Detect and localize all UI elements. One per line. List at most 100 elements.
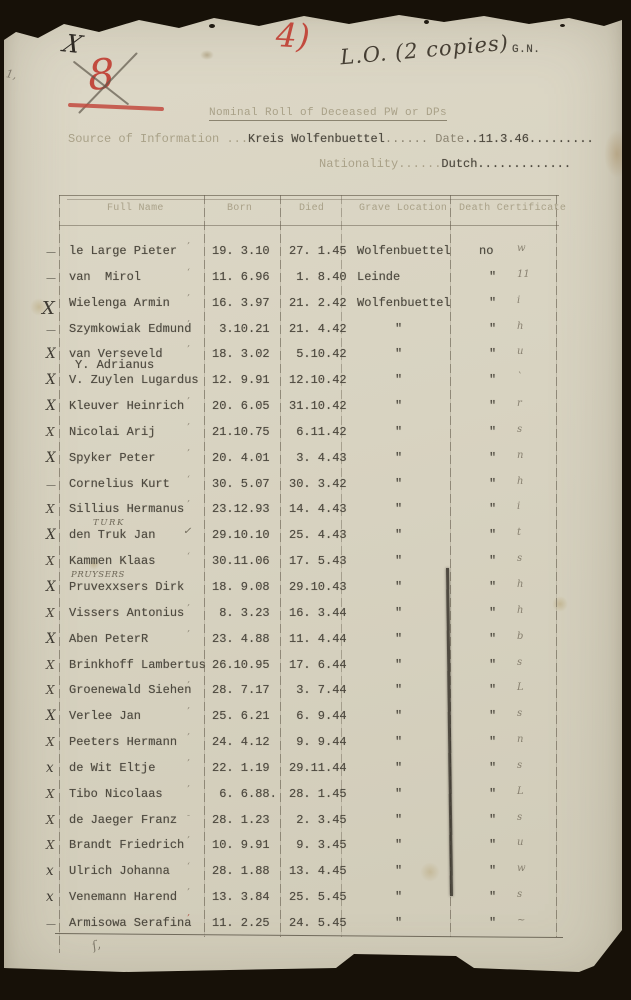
died-date: 13. 4.45 <box>289 864 347 879</box>
pencil-check-mark: s <box>517 811 523 823</box>
document-title: Nominal Roll of Deceased PW or DPs <box>209 107 448 121</box>
table-row: X Nicolai Arij ’ 21.10.75 6.11.42 " " s <box>46 421 564 447</box>
death-certificate: " <box>489 864 497 879</box>
grave-location: " <box>395 631 403 646</box>
row-prefix-mark: X <box>46 372 56 389</box>
row-prefix-mark: X <box>46 630 56 647</box>
row-prefix-mark: X <box>42 297 55 319</box>
born-date: 18. 3.02 <box>212 347 270 362</box>
died-date: 17. 5.43 <box>289 554 347 569</box>
header-underline <box>59 225 559 226</box>
death-certificate: " <box>489 554 497 569</box>
died-date: 2. 3.45 <box>289 812 347 827</box>
initials: G.N. <box>512 44 541 56</box>
full-name: Kammen Klaas <box>69 554 156 569</box>
died-date: 6.11.42 <box>289 424 347 439</box>
died-date: 3. 7.44 <box>289 683 347 698</box>
born-date: 23. 4.88 <box>212 631 270 646</box>
death-certificate: " <box>489 476 497 491</box>
pencil-check-mark: 11 <box>517 268 530 280</box>
row-prefix-mark: X <box>46 683 55 698</box>
name-tick-mark: ’ <box>187 913 190 924</box>
row-prefix-mark: X <box>46 657 55 672</box>
pencil-check-mark: h <box>517 475 524 487</box>
full-name: Brinkhoff Lambertus <box>69 657 206 672</box>
table-row: X Brandt Friedrich ’ 10. 9.91 9. 3.45 " … <box>46 834 564 860</box>
name-tick-mark: ’ <box>187 500 190 511</box>
died-date: 25. 4.43 <box>289 528 347 543</box>
name-tick-mark: ’ <box>187 293 190 304</box>
full-name: de Wit Eltje <box>69 760 156 775</box>
born-date: 19. 3.10 <box>212 244 270 258</box>
pencil-check-mark: s <box>517 423 523 435</box>
born-date: 24. 4.12 <box>212 735 270 750</box>
born-date: 10. 9.91 <box>212 838 270 853</box>
grave-location: Wolfenbuettel <box>357 244 451 258</box>
grave-location: " <box>395 399 403 414</box>
born-date: 28. 1.23 <box>212 812 270 827</box>
paper-speck <box>99 28 103 31</box>
table-row: X Kammen Klaas ‘ 30.11.06 17. 5.43 " " s <box>46 550 564 576</box>
source-dots2: ...... <box>384 132 436 146</box>
born-date: 28. 1.88 <box>212 864 270 879</box>
died-date: 9. 3.45 <box>289 838 347 853</box>
full-name: Tibo Nicolaas <box>69 786 163 801</box>
born-date: 8. 3.23 <box>212 605 270 620</box>
born-date: 13. 3.84 <box>212 890 270 905</box>
row-prefix-mark: — <box>46 918 56 930</box>
column-header-death-certificate: Death Certificate <box>459 203 567 214</box>
row-prefix-mark: X <box>46 786 55 801</box>
table-row: x de Wit Eltje ’ 22. 1.19 29.11.44 " " s <box>46 757 564 783</box>
death-certificate: " <box>489 399 497 414</box>
grave-location: " <box>395 812 403 827</box>
grave-location: " <box>395 424 403 439</box>
name-tick-mark: ’ <box>187 397 190 408</box>
full-name: Sillius Hermanus <box>69 502 185 517</box>
row-prefix-mark: x <box>46 759 54 776</box>
died-date: 30. 3.42 <box>289 476 347 491</box>
name-tick-mark: ’ <box>187 836 190 847</box>
table-rows: — le Large Pieter ’ 19. 3.10 27. 1.45 Wo… <box>42 240 564 938</box>
died-date: 6. 9.44 <box>289 709 347 724</box>
pencil-annotation: TURK <box>93 518 125 529</box>
death-certificate: no <box>479 244 494 258</box>
death-certificate: " <box>489 502 497 517</box>
full-name: Cornelius Kurt <box>69 476 170 491</box>
table-row: X Spyker Peter ’ 20. 4.01 3. 4.43 " " n <box>46 447 564 473</box>
grave-location: " <box>395 554 403 569</box>
table-row: X TURK den Truk Jan ✓ 29.10.10 25. 4.43 … <box>46 518 564 550</box>
full-name: van Verseveld <box>69 347 163 362</box>
full-name: Aben PeterR <box>69 631 149 646</box>
death-certificate: " <box>489 760 497 775</box>
died-date: 27. 1.45 <box>289 244 347 258</box>
pencil-check-mark: s <box>517 656 523 668</box>
name-tick-mark: ‘ <box>187 862 190 873</box>
death-certificate: " <box>489 890 497 905</box>
date-label: Date <box>435 132 465 146</box>
full-name: Wielenga Armin <box>69 295 170 310</box>
table-row: X Peeters Hermann ’ 24. 4.12 9. 9.44 " "… <box>46 731 564 757</box>
table-row: X Tibo Nicolaas ’ 6. 6.88. 28. 1.45 " " … <box>46 783 564 809</box>
name-tick-mark: ’ <box>187 629 190 640</box>
edge-scribble: 1, <box>5 67 18 82</box>
grave-location: " <box>395 786 403 801</box>
full-name: Verlee Jan <box>69 709 142 724</box>
died-date: 16. 3.44 <box>289 605 347 620</box>
born-date: 23.12.93 <box>212 502 270 517</box>
full-name: Pruvexxsers Dirk <box>69 579 185 594</box>
death-certificate: " <box>489 631 497 646</box>
row-prefix-mark: X <box>46 346 56 363</box>
table-row: — Cornelius Kurt ‘ 30. 5.07 30. 3.42 " "… <box>46 473 564 499</box>
name-tick-mark: ’ <box>187 784 190 795</box>
pencil-check-mark: t <box>517 527 522 539</box>
column-header-born: Born <box>227 203 253 214</box>
nationality-line: Nationality......Dutch............. <box>319 157 571 171</box>
died-date: 21. 2.42 <box>289 295 347 310</box>
name-tick-mark: ’ <box>187 888 190 899</box>
pencil-check-mark: i <box>517 501 521 513</box>
nominal-roll-table: Full Name Born Died Grave Location Death… <box>42 195 567 965</box>
row-prefix-mark: X <box>46 578 56 595</box>
full-name: Venemann Harend <box>69 890 178 905</box>
table-row: X Kleuver Heinrich ’ 20. 6.05 31.10.42 "… <box>46 395 564 421</box>
born-date: 3.10.21 <box>212 321 270 336</box>
